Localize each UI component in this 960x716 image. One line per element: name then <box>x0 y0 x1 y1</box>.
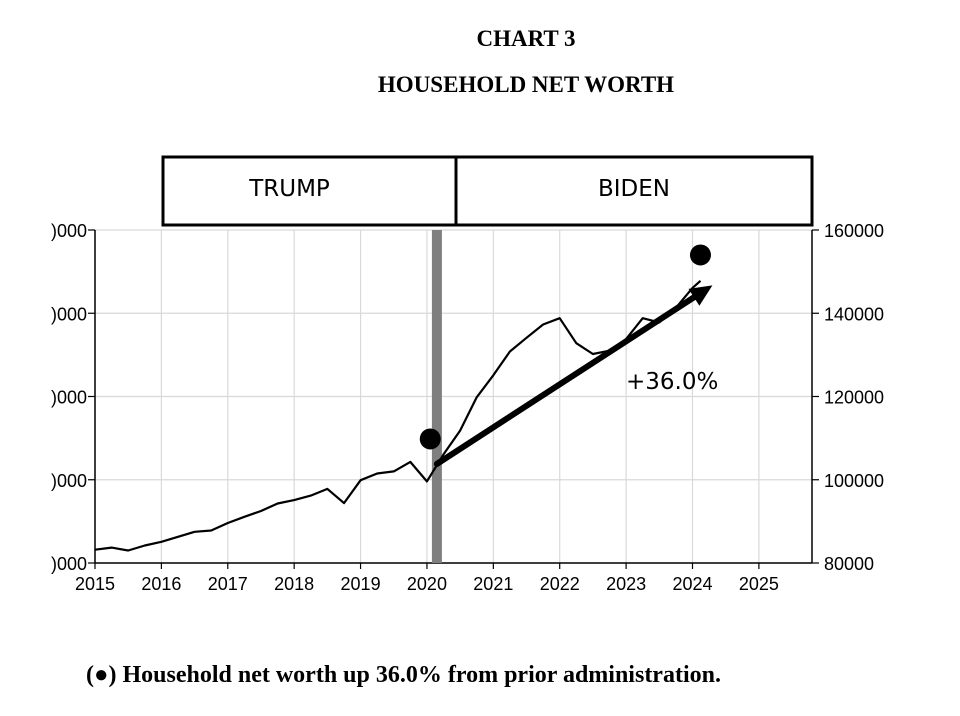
x-tick-label: 2019 <box>341 574 381 594</box>
chart-title: CHART 3 <box>476 26 576 51</box>
x-tick-label: 2024 <box>672 574 712 594</box>
transition-bar <box>431 230 442 563</box>
x-tick-label: 2022 <box>540 574 580 594</box>
x-tick-label: 2020 <box>407 574 447 594</box>
administration-label: TRUMP <box>248 176 330 202</box>
left-y-tick-label: )000 <box>51 554 87 574</box>
percent-annotation: +36.0% <box>626 369 718 395</box>
right-y-tick-label: 140000 <box>824 304 884 324</box>
chart-subtitle: HOUSEHOLD NET WORTH <box>377 72 675 97</box>
tick-labels: 2015 2016 2017 2018 2019 2020 2021 2022 2023 2024… <box>51 221 884 594</box>
administration-box-trump <box>161 155 458 227</box>
x-tick-label: 2015 <box>75 574 115 594</box>
x-tick-label: 2023 <box>606 574 646 594</box>
axes <box>88 229 819 569</box>
administration-boxes: TRUMP BIDEN <box>161 155 814 227</box>
x-tick-label: 2025 <box>739 574 779 594</box>
grid <box>94 229 812 564</box>
growth-arrow-head <box>688 285 713 306</box>
x-tick-label: 2018 <box>274 574 314 594</box>
left-y-tick-label: )000 <box>51 221 87 241</box>
left-y-tick-label: )000 <box>51 304 87 324</box>
growth-arrow-shaft <box>433 294 697 467</box>
x-tick-label: 2021 <box>473 574 513 594</box>
footnote: (●) Household net worth up 36.0% from pr… <box>86 662 721 688</box>
left-y-tick-label: )000 <box>51 388 87 408</box>
right-y-tick-label: 160000 <box>824 221 884 241</box>
left-y-tick-label: )000 <box>51 471 87 491</box>
x-tick-label: 2016 <box>141 574 181 594</box>
administration-box-biden <box>454 155 814 227</box>
right-y-tick-label: 120000 <box>824 388 884 408</box>
net-worth-line <box>94 279 702 552</box>
administration-label: BIDEN <box>598 176 670 202</box>
x-tick-label: 2017 <box>208 574 248 594</box>
right-y-tick-label: 100000 <box>824 471 884 491</box>
data-marker <box>689 244 711 266</box>
right-y-tick-label: 80000 <box>824 554 874 574</box>
data-marker <box>419 428 441 450</box>
annotations: +36.0% <box>419 244 718 467</box>
